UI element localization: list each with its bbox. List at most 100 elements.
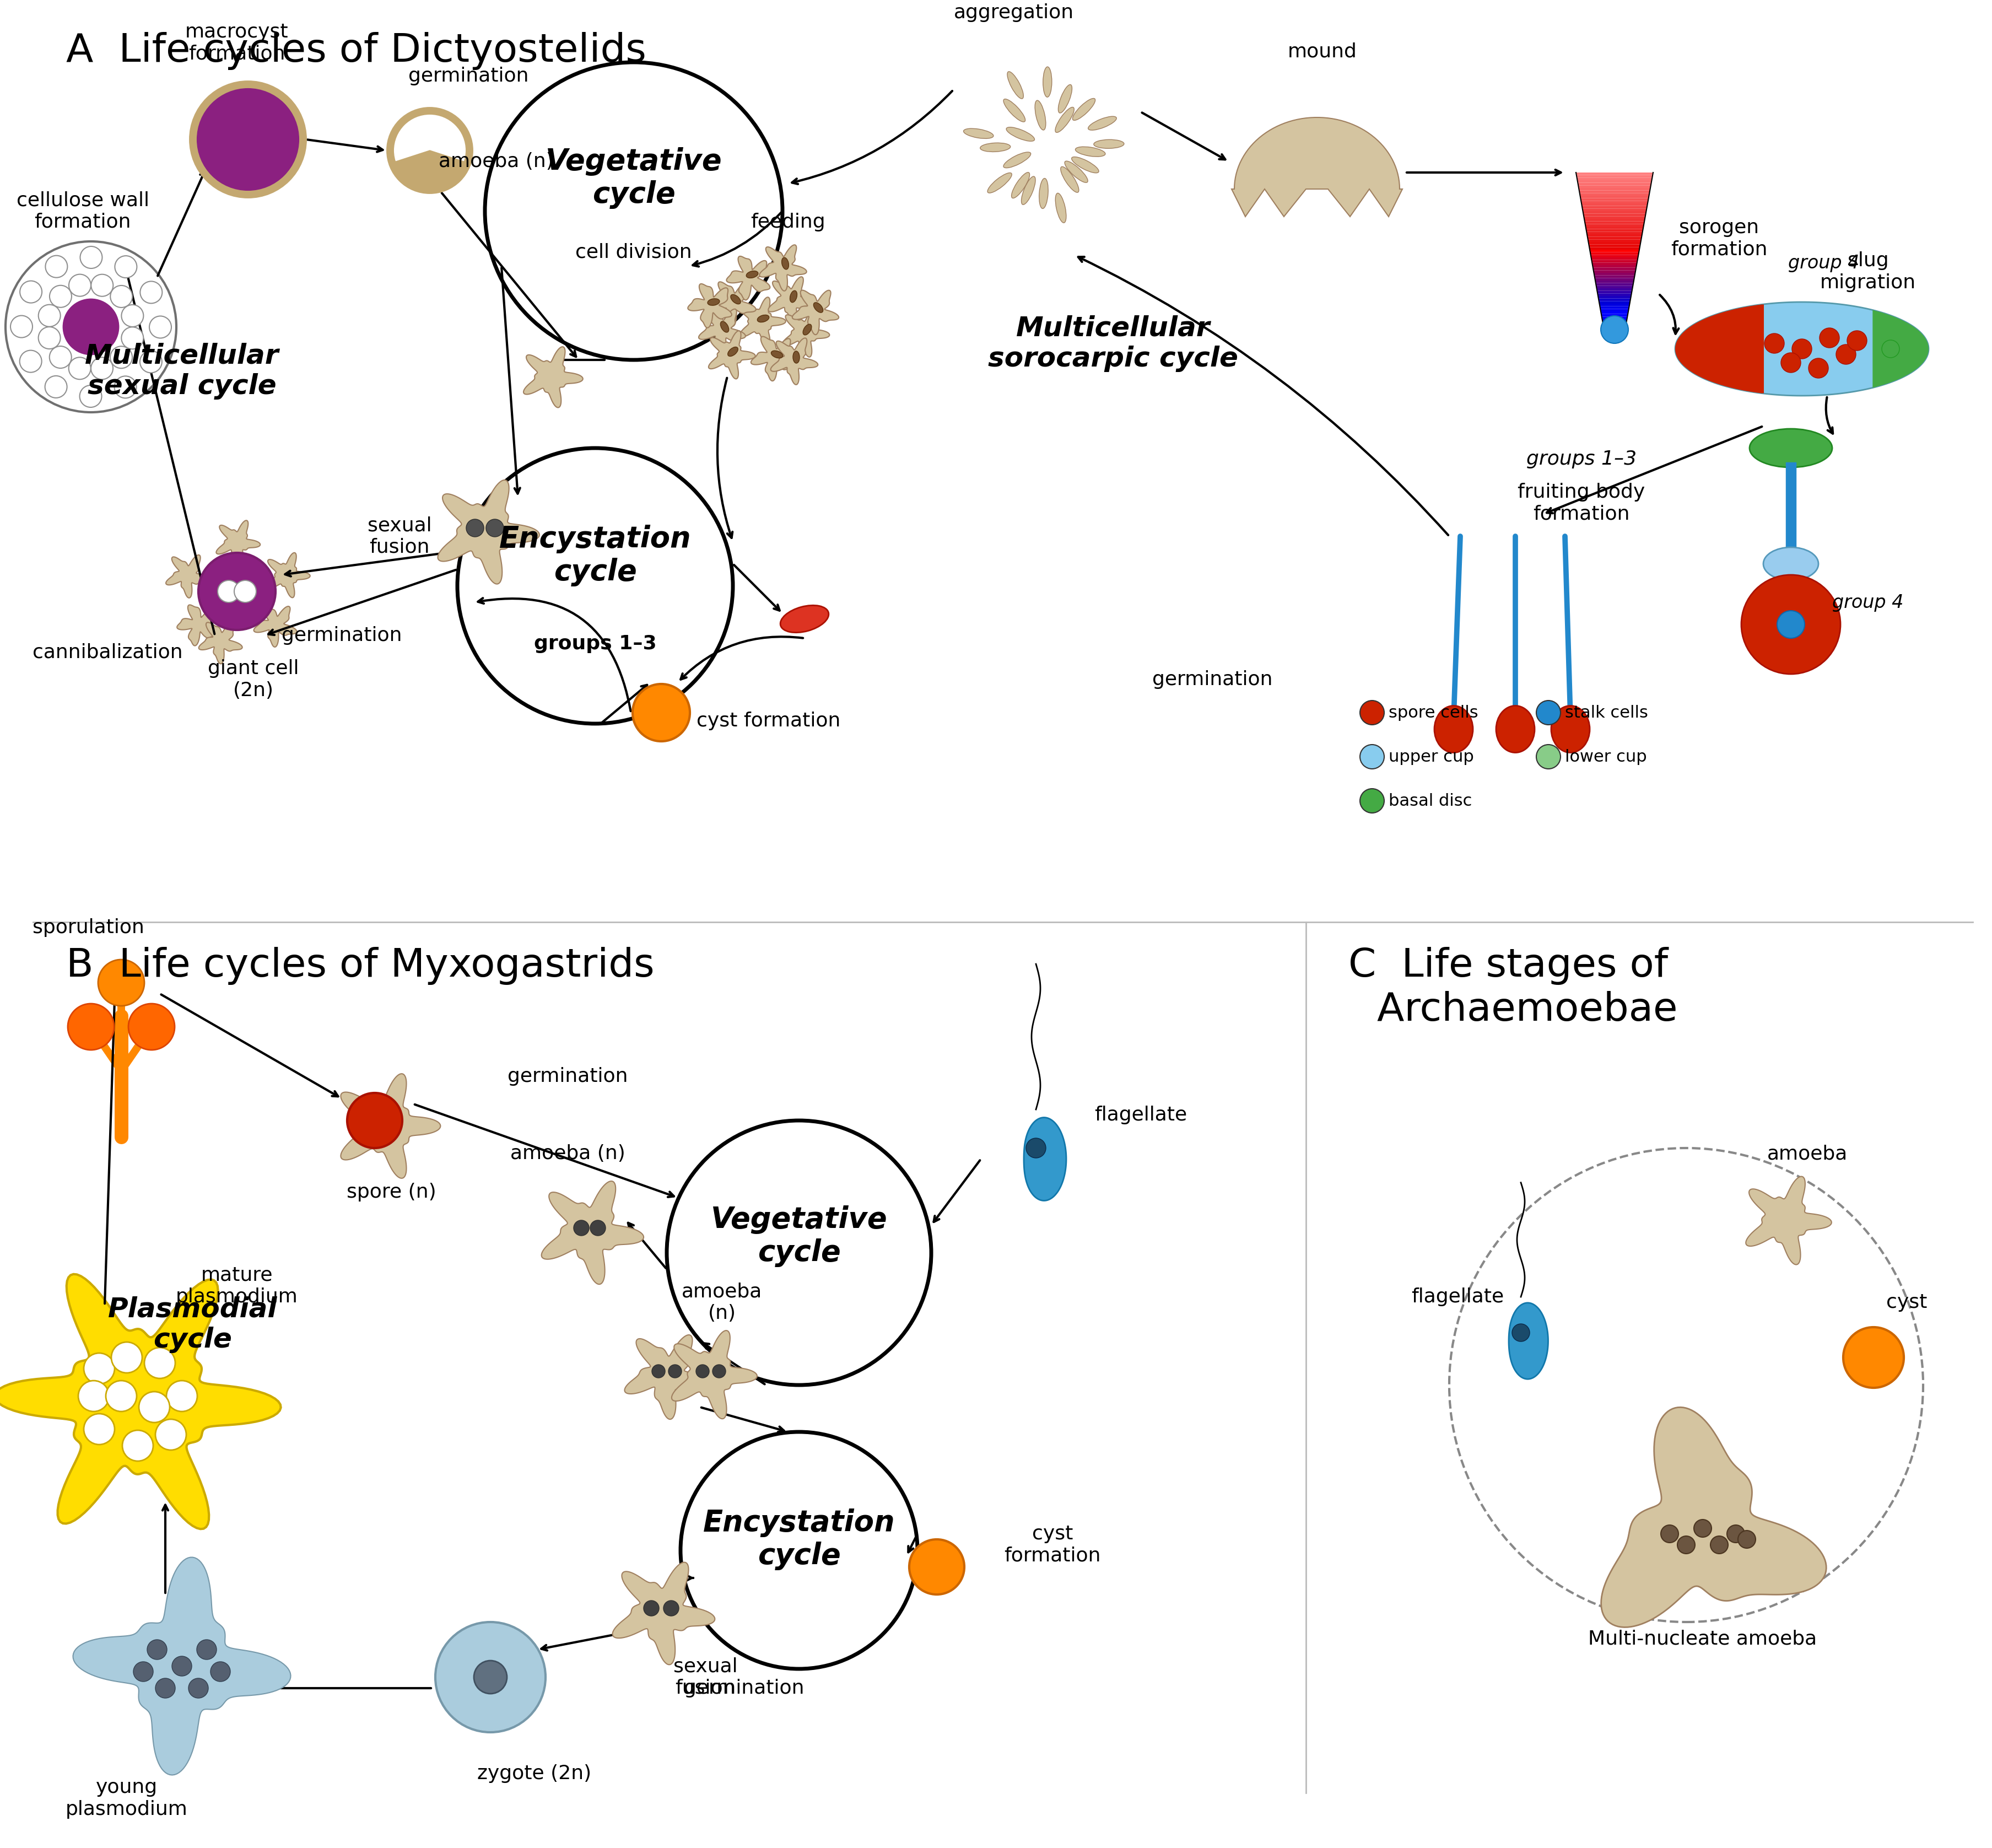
Circle shape xyxy=(122,327,143,349)
Circle shape xyxy=(1765,333,1785,353)
Text: germination: germination xyxy=(281,626,402,645)
Circle shape xyxy=(92,357,114,379)
Polygon shape xyxy=(1588,240,1641,242)
Circle shape xyxy=(20,351,42,371)
Circle shape xyxy=(139,281,161,303)
Polygon shape xyxy=(1590,249,1639,251)
Polygon shape xyxy=(709,283,755,327)
Ellipse shape xyxy=(1004,100,1026,122)
Circle shape xyxy=(199,553,275,630)
Ellipse shape xyxy=(707,299,719,305)
Circle shape xyxy=(1677,1536,1695,1554)
Ellipse shape xyxy=(757,314,769,322)
Polygon shape xyxy=(1675,301,1928,395)
Text: young
plasmodium: young plasmodium xyxy=(66,1778,187,1818)
Polygon shape xyxy=(1578,181,1651,183)
Circle shape xyxy=(92,274,114,296)
Circle shape xyxy=(681,1432,918,1669)
Polygon shape xyxy=(687,285,731,327)
Polygon shape xyxy=(1586,227,1643,229)
Circle shape xyxy=(72,301,94,323)
Circle shape xyxy=(908,1539,964,1595)
Polygon shape xyxy=(1598,294,1631,296)
Circle shape xyxy=(80,384,102,407)
Circle shape xyxy=(1781,353,1801,373)
Polygon shape xyxy=(1578,177,1651,181)
Circle shape xyxy=(155,1678,175,1698)
Polygon shape xyxy=(751,336,797,381)
Polygon shape xyxy=(771,338,819,384)
Ellipse shape xyxy=(964,129,994,139)
Circle shape xyxy=(574,1220,590,1236)
Ellipse shape xyxy=(988,174,1012,192)
Circle shape xyxy=(1361,745,1384,769)
Polygon shape xyxy=(625,1334,711,1419)
Text: germination: germination xyxy=(683,1678,805,1698)
Ellipse shape xyxy=(1076,146,1106,157)
Circle shape xyxy=(667,1120,930,1384)
Circle shape xyxy=(235,580,257,602)
Polygon shape xyxy=(671,1331,757,1419)
Text: groups 1–3: groups 1–3 xyxy=(534,634,657,652)
Polygon shape xyxy=(1590,251,1639,255)
Ellipse shape xyxy=(1022,176,1036,205)
Circle shape xyxy=(1536,745,1560,769)
Text: feeding: feeding xyxy=(751,213,825,231)
Text: stalk cells: stalk cells xyxy=(1566,704,1647,721)
Polygon shape xyxy=(1596,283,1633,286)
Polygon shape xyxy=(1596,286,1633,288)
Circle shape xyxy=(122,1430,153,1462)
Polygon shape xyxy=(1576,172,1653,176)
Ellipse shape xyxy=(1058,85,1072,113)
Text: amoeba
(n): amoeba (n) xyxy=(681,1283,763,1323)
Text: Plasmodial
cycle: Plasmodial cycle xyxy=(108,1295,277,1353)
Circle shape xyxy=(38,327,60,349)
Circle shape xyxy=(1361,700,1384,724)
Circle shape xyxy=(72,331,94,353)
Polygon shape xyxy=(1588,235,1641,237)
Text: sexual
fusion: sexual fusion xyxy=(367,516,432,556)
Polygon shape xyxy=(1578,183,1651,185)
Polygon shape xyxy=(1578,185,1651,188)
Text: Multicellular
sorocarpic cycle: Multicellular sorocarpic cycle xyxy=(988,314,1239,371)
Text: Multi-nucleate amoeba: Multi-nucleate amoeba xyxy=(1588,1630,1817,1648)
Circle shape xyxy=(143,1347,175,1379)
Text: mound: mound xyxy=(1287,43,1357,61)
Circle shape xyxy=(50,346,72,368)
Circle shape xyxy=(1777,610,1805,638)
Polygon shape xyxy=(1586,224,1643,227)
Circle shape xyxy=(486,519,504,536)
Ellipse shape xyxy=(1496,706,1534,752)
Circle shape xyxy=(695,1364,709,1379)
Polygon shape xyxy=(1584,211,1645,214)
Circle shape xyxy=(68,357,92,379)
Circle shape xyxy=(94,307,116,329)
Text: germination: germination xyxy=(1151,671,1273,689)
Text: mature
plasmodium: mature plasmodium xyxy=(175,1266,299,1307)
Polygon shape xyxy=(1582,209,1647,211)
Ellipse shape xyxy=(1040,177,1048,209)
Polygon shape xyxy=(1596,281,1633,283)
Circle shape xyxy=(80,299,102,322)
Circle shape xyxy=(10,316,32,338)
Ellipse shape xyxy=(1056,194,1066,224)
Polygon shape xyxy=(1580,192,1649,196)
Text: amoeba (n): amoeba (n) xyxy=(438,152,554,170)
Circle shape xyxy=(390,111,470,190)
Circle shape xyxy=(64,316,86,338)
Circle shape xyxy=(139,1392,169,1423)
Circle shape xyxy=(197,1639,217,1660)
Text: B  Life cycles of Myxogastrids: B Life cycles of Myxogastrids xyxy=(66,946,655,985)
Ellipse shape xyxy=(1060,166,1080,192)
Polygon shape xyxy=(1598,296,1631,299)
Circle shape xyxy=(1847,331,1867,351)
Circle shape xyxy=(84,1353,116,1384)
Circle shape xyxy=(84,1414,116,1445)
Polygon shape xyxy=(217,521,261,565)
Text: flagellate: flagellate xyxy=(1094,1105,1187,1124)
Circle shape xyxy=(193,85,303,194)
Text: Vegetative
cycle: Vegetative cycle xyxy=(546,148,721,209)
Circle shape xyxy=(122,305,143,327)
Polygon shape xyxy=(1592,264,1637,268)
Circle shape xyxy=(155,1419,185,1451)
